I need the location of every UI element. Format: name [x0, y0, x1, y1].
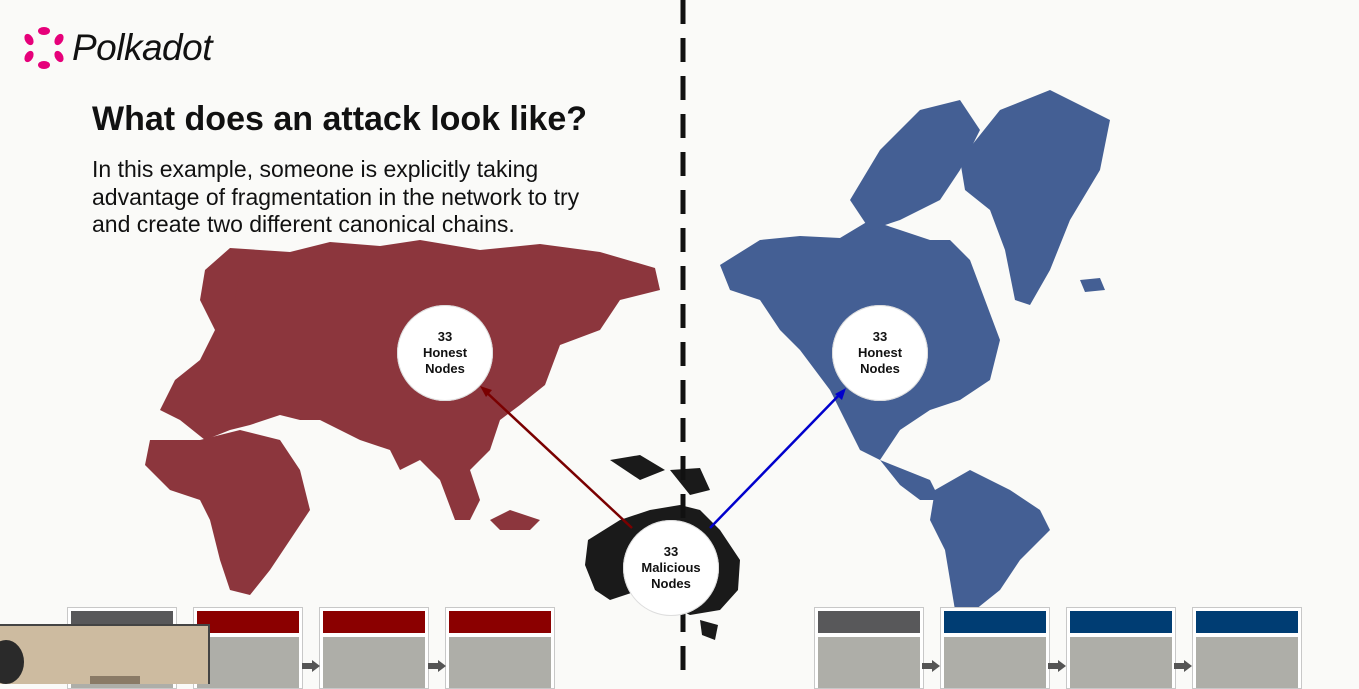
- chain-block-right: [1066, 607, 1176, 689]
- arrow-icon: [302, 660, 320, 672]
- arrow-icon: [922, 660, 940, 672]
- slide-description: In this example, someone is explicitly t…: [92, 156, 580, 237]
- eurasia-africa-region: [145, 240, 660, 595]
- node-label-line2: Nodes: [860, 361, 900, 376]
- slide-title: What does an attack look like?: [92, 100, 588, 138]
- webcam-overlay: [0, 624, 210, 684]
- node-label-line2: Nodes: [651, 576, 691, 591]
- node-count: 33: [663, 544, 679, 559]
- brand-name: Polkadot: [72, 27, 213, 68]
- arrow-left-attack: [480, 386, 633, 529]
- chain-block-left: [319, 607, 429, 689]
- node-label-line1: Honest: [857, 345, 903, 360]
- node-count: 33: [437, 329, 453, 344]
- honest-nodes-right: 33 Honest Nodes: [832, 305, 928, 401]
- genesis-block-right: [814, 607, 924, 689]
- chain-block-left: [445, 607, 555, 689]
- malicious-nodes: 33 Malicious Nodes: [623, 520, 719, 616]
- polkadot-logo-icon: [24, 27, 64, 69]
- arrow-icon: [428, 660, 446, 672]
- chain-block-right: [940, 607, 1050, 689]
- chain-block-right: [1192, 607, 1302, 689]
- node-count: 33: [872, 329, 888, 344]
- arrow-right-attack: [709, 388, 846, 529]
- node-label-line2: Nodes: [425, 361, 465, 376]
- arrow-icon: [1174, 660, 1192, 672]
- node-label-line1: Malicious: [641, 560, 701, 575]
- americas-region: [720, 90, 1110, 610]
- chain-block-left: [193, 607, 303, 689]
- polkadot-logo: Polkadot: [22, 26, 213, 70]
- node-label-line1: Honest: [422, 345, 468, 360]
- speaker-image: [0, 626, 208, 684]
- honest-nodes-left: 33 Honest Nodes: [397, 305, 493, 401]
- arrow-icon: [1048, 660, 1066, 672]
